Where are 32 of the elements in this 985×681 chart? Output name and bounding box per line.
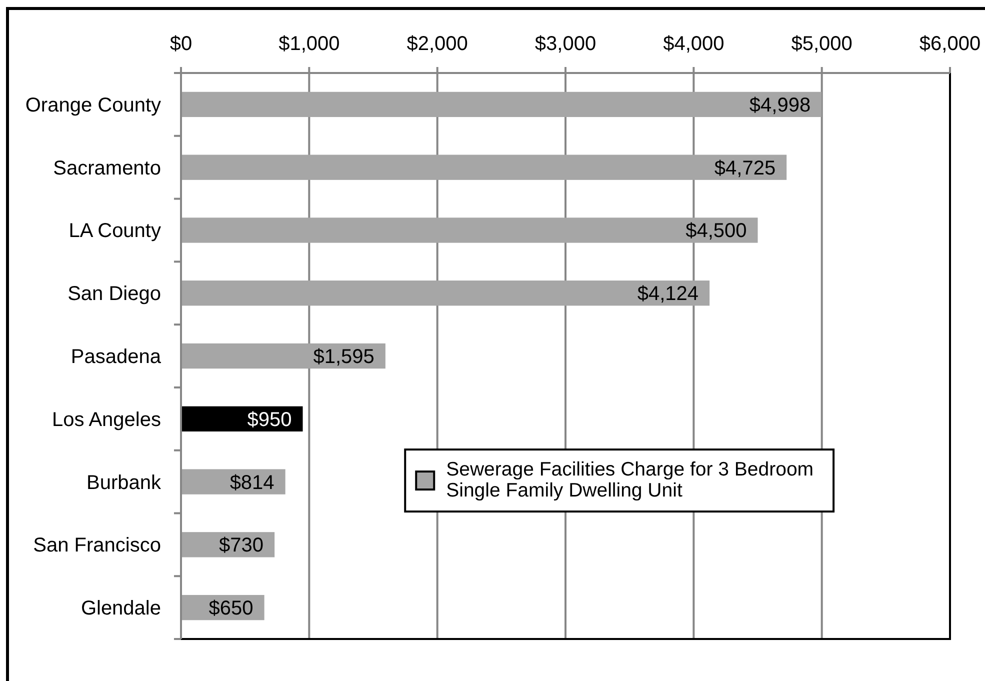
legend-label: Sewerage Facilities Charge for 3 Bedroom Single Family Dwelling Unit [446,458,814,502]
bar [181,218,758,243]
x-tick-label: $5,000 [791,33,852,55]
bar [181,280,710,306]
data-label: $650 [208,598,254,620]
bar [181,92,822,118]
x-tick-label: $1,000 [278,33,340,55]
data-label: $4,500 [686,220,747,242]
bar [181,343,386,369]
y-tick-label: San Francisco [33,534,161,557]
y-tick-label: Pasadena [70,346,162,368]
y-tick-label: Burbank [86,472,162,494]
x-tick-label: $4,000 [663,33,724,55]
data-label: $950 [247,408,292,431]
y-tick-label: LA County [68,220,161,242]
data-label: $4,998 [749,94,811,116]
bar [181,154,787,180]
data-label: $4,725 [714,157,776,180]
bar [181,469,286,494]
x-tick-label: $0 [170,33,192,55]
x-tick-label: $6,000 [919,33,981,55]
y-tick-label: Orange County [25,94,161,116]
y-tick-label: Los Angeles [52,408,161,431]
data-label: $730 [219,534,264,557]
x-tick-label: $3,000 [534,33,596,55]
data-label: $814 [230,472,274,494]
data-label: $4,124 [637,283,699,306]
y-tick-label: Glendale [80,598,161,620]
y-tick-label: Sacramento [53,157,161,180]
x-tick-label: $2,000 [406,33,468,55]
data-label: $1,595 [313,346,374,368]
y-tick-label: San Diego [68,283,161,306]
